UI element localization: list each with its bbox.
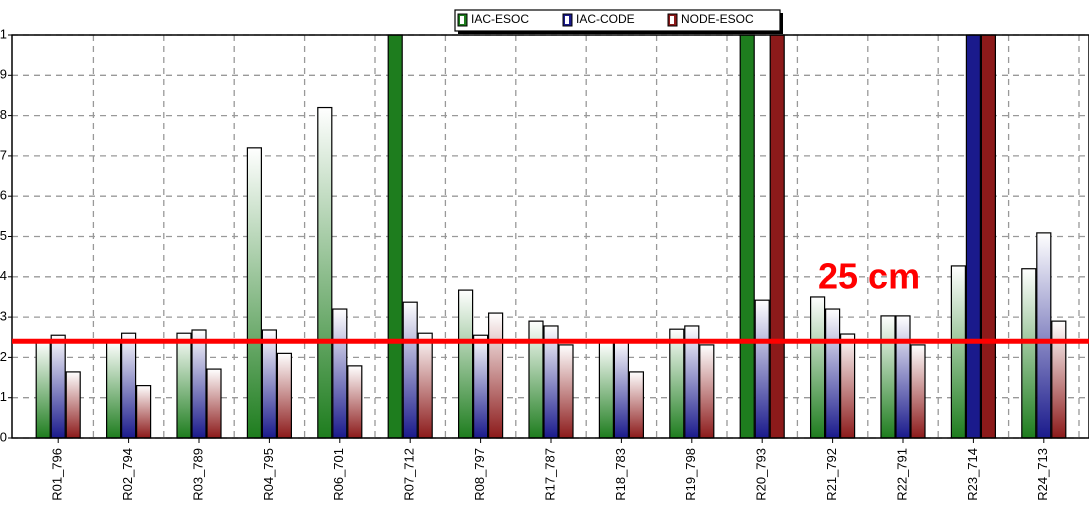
bar: [809, 296, 826, 439]
x-tick-label: R02_794: [120, 448, 135, 501]
bar: [558, 344, 574, 439]
x-tick-label: R21_792: [824, 448, 839, 501]
x-tick-label: R06_701: [331, 448, 346, 501]
bar: [950, 265, 967, 439]
bar: [136, 385, 152, 439]
bar: [839, 333, 856, 439]
y-tick-label: 0.4: [0, 268, 7, 283]
bar: [528, 320, 544, 439]
bar: [880, 315, 896, 439]
bar: [1021, 268, 1037, 439]
y-tick-label: 0.1: [0, 389, 7, 404]
x-tick-label: R18_783: [613, 448, 628, 501]
x-tick-label: R20_793: [754, 448, 769, 501]
bar: [35, 340, 51, 439]
plot-frame: [11, 34, 1089, 439]
legend-swatch-inner: [670, 16, 674, 24]
bar: [120, 332, 137, 439]
legend-label: IAC-ESOC: [471, 12, 529, 26]
legend-label: NODE-ESOC: [681, 12, 754, 26]
legend-label: IAC-CODE: [576, 12, 635, 26]
bar: [206, 368, 222, 439]
x-tick-label: R04_795: [261, 448, 276, 501]
bar: [754, 299, 770, 439]
bar: [65, 371, 81, 439]
bar: [50, 334, 66, 439]
y-tick-label: 0.7: [0, 147, 7, 162]
bar: [965, 34, 982, 439]
bar: [261, 329, 277, 439]
x-tick-label: R22_791: [894, 448, 909, 501]
x-tick-label: R03_789: [190, 448, 205, 501]
x-tick-label: R07_712: [402, 448, 417, 501]
x-tick-label: R24_713: [1035, 448, 1050, 501]
reference-label: 25 cm: [818, 256, 920, 297]
bar: [191, 329, 207, 439]
bar: [402, 301, 418, 439]
bar: [246, 147, 262, 439]
bar: [317, 106, 333, 439]
y-tick-label: 0.6: [0, 188, 7, 203]
bar: [417, 332, 433, 439]
legend: IAC-ESOC IAC-CODE NODE-ESOC: [454, 9, 783, 34]
y-tick-label: 1: [0, 26, 7, 41]
bar: [895, 315, 911, 439]
x-tick-label: R23_714: [965, 448, 980, 501]
x-tick-label: R19_798: [683, 448, 698, 501]
bar: [824, 308, 841, 439]
legend-swatch-inner: [565, 16, 569, 24]
bar: [628, 371, 645, 439]
bar: [1051, 320, 1067, 439]
x-tick-label: R17_787: [542, 448, 557, 501]
bar: [1036, 232, 1052, 439]
legend-box: [454, 9, 781, 32]
bar: [473, 334, 489, 439]
bar: [739, 34, 755, 439]
bar: [699, 344, 715, 439]
bar: [332, 308, 348, 439]
bar: [458, 289, 474, 439]
y-tick-label: 0.8: [0, 107, 7, 122]
bar: [910, 344, 926, 439]
bar: [347, 365, 363, 439]
y-tick-label: 0.2: [0, 349, 7, 364]
x-tick-label: R01_796: [50, 448, 65, 501]
legend-swatch-inner: [460, 16, 464, 24]
bar: [980, 34, 997, 439]
y-tick-label: 0.9: [0, 67, 7, 82]
bar: [387, 34, 403, 439]
y-tick-label: 0.5: [0, 228, 7, 243]
bar: [769, 34, 785, 439]
bar: [669, 328, 685, 439]
bar: [488, 312, 504, 439]
bar: [598, 342, 615, 439]
bar: [613, 339, 630, 439]
bar: [176, 332, 192, 439]
bar: [105, 340, 122, 439]
y-tick-label: 0: [0, 429, 7, 444]
x-tick-label: R08_797: [472, 448, 487, 501]
bar: [276, 352, 292, 439]
y-tick-label: 0.3: [0, 309, 7, 324]
